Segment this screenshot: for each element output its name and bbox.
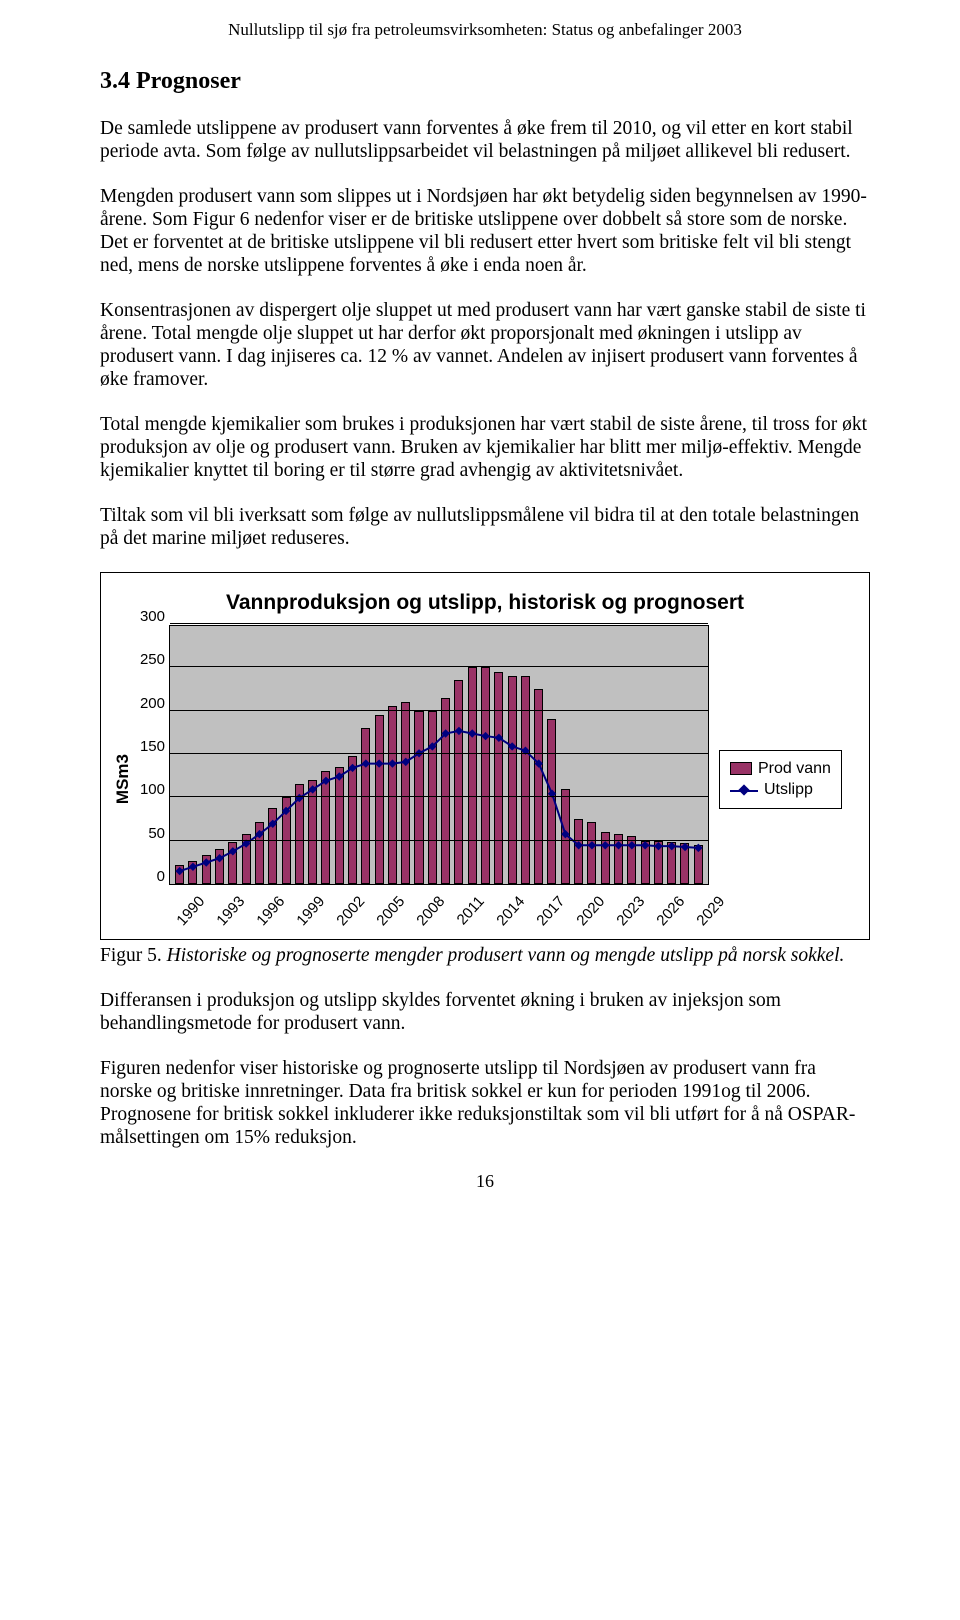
- y-axis-label: MSm3: [113, 625, 133, 933]
- paragraph: Differansen i produksjon og utslipp skyl…: [100, 989, 870, 1035]
- paragraph: Figuren nedenfor viser historiske og pro…: [100, 1057, 870, 1149]
- figure-caption: Figur 5. Historiske og prognoserte mengd…: [100, 944, 870, 967]
- legend-label: Utslipp: [764, 781, 813, 799]
- line-swatch-icon: [730, 783, 758, 797]
- section-heading: 3.4 Prognoser: [100, 68, 870, 95]
- legend-item-utslipp: Utslipp: [730, 781, 831, 799]
- chart-title: Vannproduksjon og utslipp, historisk og …: [113, 591, 857, 615]
- page-number: 16: [100, 1171, 870, 1192]
- chart-legend: Prod vann Utslipp: [719, 750, 842, 809]
- y-axis-ticks: 300250200150100500: [133, 625, 169, 885]
- x-axis-ticks: 1990199319961999200220052008201120142017…: [169, 885, 709, 933]
- paragraph: Mengden produsert vann som slippes ut i …: [100, 185, 870, 277]
- paragraph: Tiltak som vil bli iverksatt som følge a…: [100, 504, 870, 550]
- swatch-icon: [730, 762, 752, 775]
- plot-area: [169, 625, 709, 885]
- paragraph: Konsentrasjonen av dispergert olje slupp…: [100, 299, 870, 391]
- legend-item-prod-vann: Prod vann: [730, 760, 831, 778]
- paragraph: Total mengde kjemikalier som brukes i pr…: [100, 413, 870, 482]
- running-header: Nullutslipp til sjø fra petroleumsvirkso…: [100, 20, 870, 40]
- line-layer: [170, 626, 708, 884]
- paragraph: De samlede utslippene av produsert vann …: [100, 117, 870, 163]
- legend-label: Prod vann: [758, 760, 831, 778]
- chart-container: Vannproduksjon og utslipp, historisk og …: [100, 572, 870, 940]
